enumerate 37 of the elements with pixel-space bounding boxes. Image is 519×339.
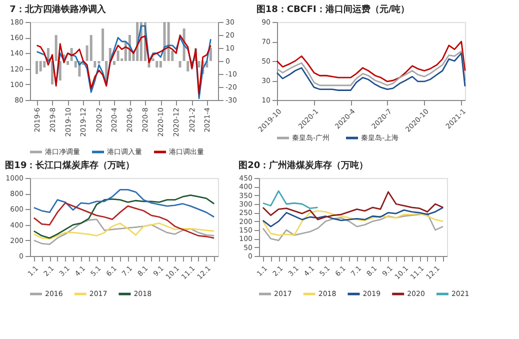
bar xyxy=(116,50,120,61)
line-series xyxy=(262,190,318,210)
bar xyxy=(102,28,104,61)
line-series xyxy=(33,222,215,240)
line-series xyxy=(33,202,215,239)
chart-title: 图19：长江口煤炭库存（万吨） xyxy=(5,160,135,171)
bar xyxy=(178,61,182,68)
chart-title: 7：北方四港铁路净调入 xyxy=(10,4,107,15)
bar xyxy=(152,58,154,61)
chart-title: 图20：广州港煤炭库存（万吨） xyxy=(238,160,368,171)
line-series xyxy=(36,25,212,100)
bar xyxy=(167,22,170,61)
chart-title: 图18：CBCFI：港口间运费（元/吨） xyxy=(256,4,410,15)
bar xyxy=(198,61,200,68)
line-series xyxy=(276,40,466,82)
bar xyxy=(39,61,42,72)
bar xyxy=(43,61,46,68)
bar xyxy=(54,35,58,61)
bar xyxy=(58,61,62,80)
line-series xyxy=(262,191,444,220)
line-series xyxy=(33,218,215,245)
line-series xyxy=(262,212,444,242)
bar xyxy=(112,61,116,65)
bar xyxy=(94,61,96,68)
bar xyxy=(209,48,212,61)
line-series xyxy=(33,194,215,239)
line-series xyxy=(36,34,212,94)
bar xyxy=(90,35,92,61)
bar xyxy=(98,61,100,64)
bar xyxy=(36,61,38,74)
line-series xyxy=(33,189,215,218)
bar xyxy=(156,61,158,68)
line-series xyxy=(262,206,444,228)
bar xyxy=(66,61,70,65)
line-series xyxy=(262,210,444,236)
bar xyxy=(163,22,166,61)
bar xyxy=(159,61,162,68)
